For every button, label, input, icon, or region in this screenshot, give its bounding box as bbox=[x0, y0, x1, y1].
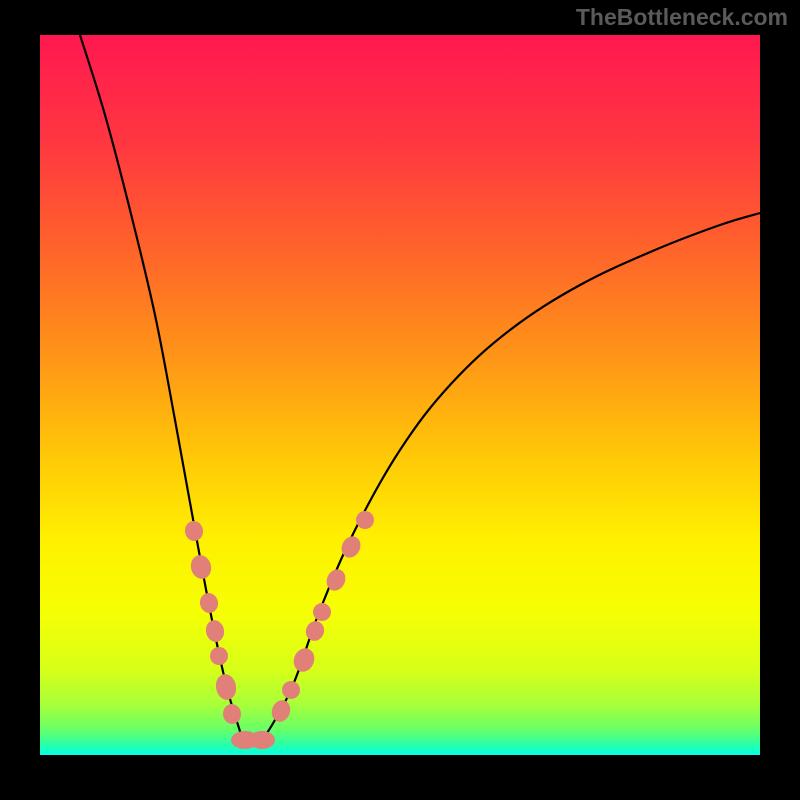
curve-marker bbox=[210, 647, 228, 665]
chart-container: TheBottleneck.com bbox=[0, 0, 800, 800]
bottleneck-curve-chart bbox=[0, 0, 800, 800]
attribution-label: TheBottleneck.com bbox=[576, 4, 788, 31]
plot-background bbox=[40, 35, 760, 755]
curve-marker bbox=[249, 731, 275, 749]
